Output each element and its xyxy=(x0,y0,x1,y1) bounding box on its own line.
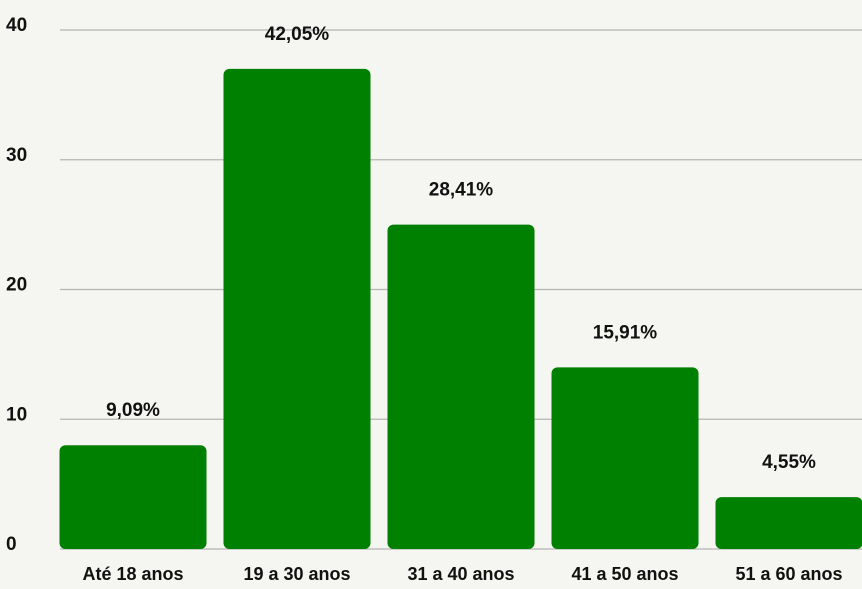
annotation: 28,41% xyxy=(429,180,494,201)
x-tick-label: 41 a 50 anos xyxy=(571,564,678,584)
annotation: 42,05% xyxy=(265,24,330,45)
x-tick-label: 51 a 60 anos xyxy=(735,564,842,584)
bar xyxy=(715,497,862,549)
bar xyxy=(59,445,207,549)
annotation: 9,09% xyxy=(106,400,160,421)
bar xyxy=(387,224,535,549)
y-tick-label: 10 xyxy=(6,404,27,425)
bar xyxy=(223,68,371,550)
y-tick-label: 40 xyxy=(6,15,27,36)
x-tick-label: 19 a 30 anos xyxy=(243,564,350,584)
annotation: 15,91% xyxy=(593,322,658,343)
x-tick-label: 31 a 40 anos xyxy=(407,564,514,584)
x-tick-label: Até 18 anos xyxy=(82,564,183,584)
bar xyxy=(551,367,699,549)
y-tick-label: 0 xyxy=(6,534,17,555)
y-tick-label: 20 xyxy=(6,275,27,296)
annotation: 4,55% xyxy=(762,452,816,473)
y-tick-label: 30 xyxy=(6,145,27,166)
